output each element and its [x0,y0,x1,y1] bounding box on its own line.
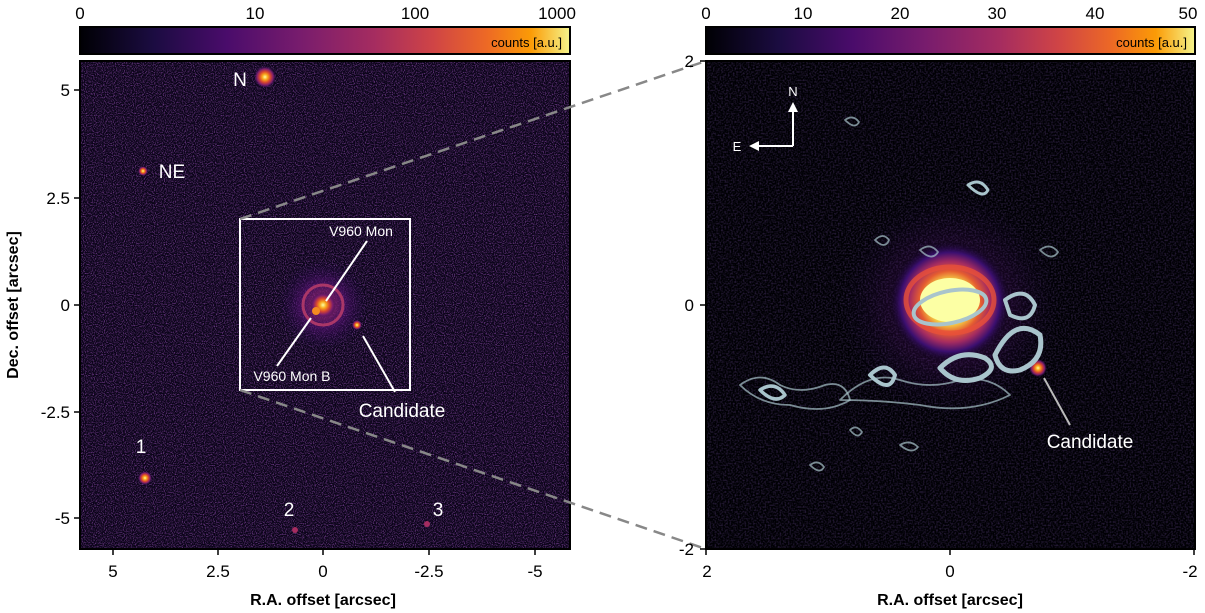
arrow-north-icon [788,102,798,112]
x-tick: -2.5 [414,562,443,581]
zoom-connector [239,59,707,221]
label-star-ne: NE [159,162,185,183]
colorbar-tick: 10 [246,4,265,23]
x-tick: 0 [318,562,327,581]
right-colorbar: counts [a.u.] 0 10 20 30 40 50 [701,4,1198,55]
label-candidate: Candidate [359,401,446,422]
label-companion: V960 Mon B [253,368,330,384]
colorbar-label: counts [a.u.] [491,35,562,50]
colorbar-tick: 0 [701,4,710,23]
colorbar-tick: 40 [1086,4,1105,23]
label-star-2: 2 [284,500,295,521]
x-tick: -5 [527,562,542,581]
y-tick: -5 [55,509,70,528]
y-tick: -2 [679,540,694,559]
y-tick: -2.5 [41,403,70,422]
x-tick: 0 [945,562,954,581]
colorbar-label: counts [a.u.] [1116,35,1187,50]
right-panel: counts [a.u.] 0 10 20 30 40 50 [679,4,1198,609]
y-tick: 0 [685,296,694,315]
label-star-n: N [233,70,247,91]
y-tick: 2 [685,52,694,71]
compass [749,102,798,151]
x-tick: 2 [702,562,711,581]
colorbar-tick: 50 [1179,4,1198,23]
zoom-connector [239,388,707,551]
y-axis-label: Dec. offset [arcsec] [5,231,22,379]
x-axis-label: R.A. offset [arcsec] [250,592,396,609]
label-primary: V960 Mon [329,223,393,239]
x-tick: 5 [108,562,117,581]
left-x-axis [112,549,536,555]
right-image: Candidate N E [705,60,1196,550]
right-x-axis [705,549,1195,555]
y-tick: 5 [61,81,70,100]
y-tick: 2.5 [46,189,70,208]
label-star-3: 3 [433,500,444,521]
right-y-axis [700,60,706,550]
colorbar-tick: 1000 [538,4,576,23]
label-star-1: 1 [136,437,147,458]
colorbar-tick: 0 [75,4,84,23]
y-tick: 0 [61,296,70,315]
zoom-box [239,218,411,391]
left-panel: counts [a.u.] 0 10 100 1000 N NE 1 2 3 [5,4,576,609]
left-image: N NE 1 2 3 V960 Mon V960 Mon B Candidate [79,60,571,550]
colorbar-tick: 10 [794,4,813,23]
colorbar-tick: 100 [401,4,429,23]
x-tick: 2.5 [206,562,230,581]
compass-east: E [733,139,742,154]
colorbar-tick: 30 [988,4,1007,23]
label-candidate: Candidate [1047,432,1134,453]
left-colorbar: counts [a.u.] 0 10 100 1000 [75,4,576,55]
x-tick: -2 [1182,562,1197,581]
arrow-east-icon [749,141,759,151]
colorbar-tick: 20 [891,4,910,23]
compass-north: N [788,84,797,99]
contours [739,116,1059,472]
left-y-axis [74,89,80,519]
x-axis-label: R.A. offset [arcsec] [877,592,1023,609]
